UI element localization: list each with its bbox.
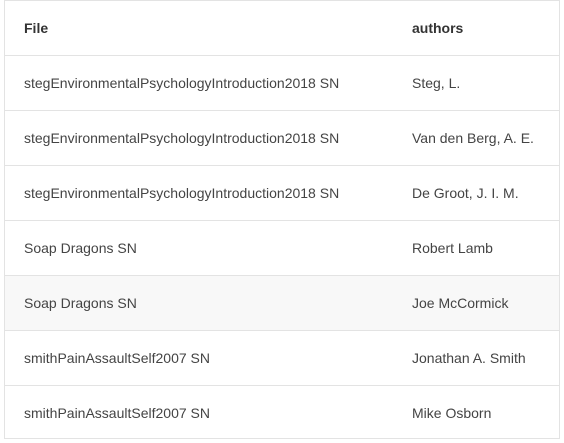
table-header-row: File authors bbox=[5, 1, 559, 56]
cell-authors: De Groot, J. I. M. bbox=[412, 184, 519, 201]
table-row[interactable]: smithPainAssaultSelf2007 SN Jonathan A. … bbox=[5, 330, 559, 385]
cell-authors: Van den Berg, A. E. bbox=[412, 129, 534, 146]
cell-file: stegEnvironmentalPsychologyIntroduction2… bbox=[24, 74, 340, 91]
table-row[interactable]: stegEnvironmentalPsychologyIntroduction2… bbox=[5, 165, 559, 220]
cell-authors: Steg, L. bbox=[412, 74, 461, 91]
table-row[interactable]: Soap Dragons SN Robert Lamb bbox=[5, 220, 559, 275]
results-table: File authors stegEnvironmentalPsychology… bbox=[5, 1, 559, 440]
cell-authors: Mike Osborn bbox=[412, 404, 492, 421]
table-row[interactable]: stegEnvironmentalPsychologyIntroduction2… bbox=[5, 55, 559, 110]
cell-file: Soap Dragons SN bbox=[24, 294, 137, 311]
cell-file: smithPainAssaultSelf2007 SN bbox=[24, 349, 210, 366]
column-header-file[interactable]: File bbox=[5, 1, 393, 56]
cell-file: stegEnvironmentalPsychologyIntroduction2… bbox=[24, 129, 340, 146]
cell-authors: Jonathan A. Smith bbox=[412, 349, 526, 366]
column-header-authors[interactable]: authors bbox=[393, 1, 559, 56]
table-row[interactable]: stegEnvironmentalPsychologyIntroduction2… bbox=[5, 110, 559, 165]
results-table-container: File authors stegEnvironmentalPsychology… bbox=[4, 0, 560, 439]
cell-file: stegEnvironmentalPsychologyIntroduction2… bbox=[24, 184, 340, 201]
table-row[interactable]: Soap Dragons SN Joe McCormick bbox=[5, 275, 559, 330]
cell-file: smithPainAssaultSelf2007 SN bbox=[24, 404, 210, 421]
cell-authors: Joe McCormick bbox=[412, 294, 509, 311]
cell-file: Soap Dragons SN bbox=[24, 239, 137, 256]
cell-authors: Robert Lamb bbox=[412, 239, 493, 256]
table-row[interactable]: smithPainAssaultSelf2007 SN Mike Osborn bbox=[5, 385, 559, 440]
